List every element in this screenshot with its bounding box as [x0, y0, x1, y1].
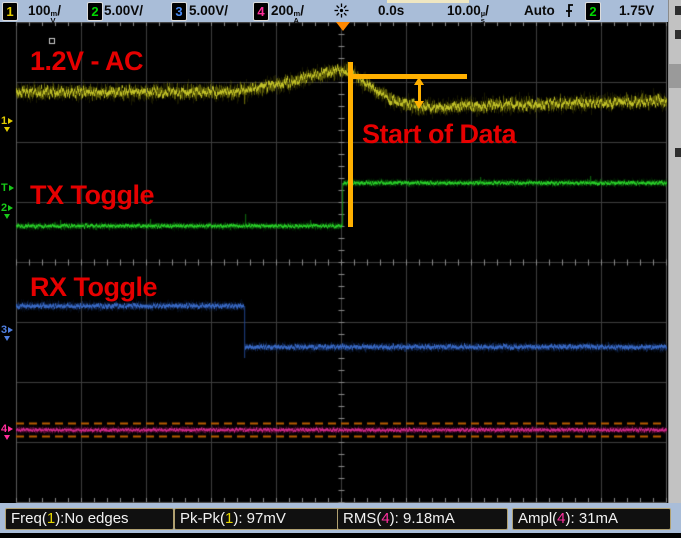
trigger-source-badge: 2 [585, 2, 601, 21]
ch2-scale: 5.00V/ [104, 3, 144, 18]
right-arrow-icon [8, 204, 14, 211]
trigger-level: 1.75V [619, 3, 655, 18]
ch1-ground-marker: 1 [1, 114, 16, 132]
acquisition-mode: Auto [524, 3, 555, 18]
trigger-delay: 0.0s [378, 3, 405, 18]
callout-rx-toggle: RX Toggle [30, 272, 158, 302]
ch4-marker-label: 4 [1, 422, 8, 435]
down-arrow-icon [4, 127, 10, 132]
ch1-scale: 100 m V / [28, 3, 61, 25]
edge-mark [675, 30, 681, 39]
ch2-marker-label: 2 [1, 201, 8, 214]
callout-ch1: 1.2V - AC [30, 46, 144, 76]
trigger-level-marker: T [1, 181, 16, 194]
annotation-horizontal-line [348, 74, 467, 79]
ch3-ground-marker: 3 [1, 323, 16, 341]
trigger-position-marker [336, 22, 350, 31]
trigger-slope-icon [564, 3, 575, 21]
measurement-freq: Freq(1):No edges [5, 508, 174, 530]
trigger-marker-label: T [1, 181, 8, 194]
callout-start-of-data: Start of Data [362, 119, 517, 149]
ch2-badge: 2 [87, 2, 103, 21]
arrow-down-icon [414, 101, 424, 109]
measurement-rms: RMS(4): 9.18mA [337, 508, 508, 530]
measurement-bar: Freq(1):No edges Pk-Pk(1): 97mV RMS(4): … [0, 503, 681, 533]
ch4-badge: 4 [253, 2, 269, 21]
ch3-scale: 5.00V/ [189, 3, 229, 18]
timebase-ref-icon [334, 3, 349, 21]
timebase-scale: 10.00 µ s / [447, 3, 489, 25]
annotation-vertical-line [348, 62, 353, 227]
scrollbar[interactable] [668, 0, 681, 503]
ch1-badge: 1 [2, 2, 18, 21]
callout-tx-toggle: TX Toggle [30, 180, 155, 210]
measurement-pkpk: Pk-Pk(1): 97mV [174, 508, 341, 530]
measurement-ampl: Ampl(4): 31mA [512, 508, 671, 530]
right-arrow-icon [8, 184, 14, 191]
window-edge-artifact [387, 0, 469, 3]
annotation-double-arrow [412, 77, 427, 109]
right-arrow-icon [8, 425, 14, 432]
ch4-ground-marker: 4 [1, 422, 16, 440]
ch4-scale: 200 m A / [271, 3, 304, 25]
down-arrow-icon [4, 336, 10, 341]
down-arrow-icon [4, 214, 10, 219]
right-arrow-icon [8, 117, 14, 124]
edge-mark [675, 6, 681, 15]
arrow-up-icon [414, 77, 424, 85]
scrollbar-thumb[interactable] [669, 64, 681, 88]
edge-mark [675, 148, 681, 157]
ch3-marker-label: 3 [1, 323, 8, 336]
ch3-badge: 3 [171, 2, 187, 21]
ch1-marker-label: 1 [1, 114, 8, 127]
down-arrow-icon [4, 435, 10, 440]
ch2-ground-marker: 2 [1, 201, 16, 219]
right-arrow-icon [8, 326, 14, 333]
top-status-bar: 1 100 m V/ 2 5.00V/ 3 5.00V/ 4 200 m A/ 0.0s… [0, 0, 669, 25]
